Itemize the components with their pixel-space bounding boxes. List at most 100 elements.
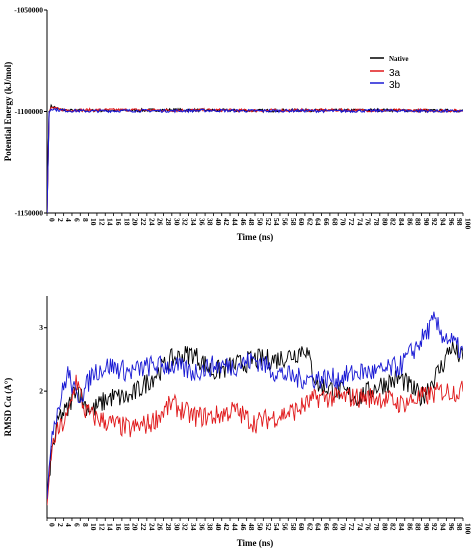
y-tick-label: 3 [39, 323, 43, 332]
x-tick-label: 38 [206, 523, 215, 531]
x-tick-label: 24 [147, 218, 156, 226]
y-tick-label: -1100000 [15, 107, 44, 116]
x-tick-label: 88 [414, 218, 423, 226]
x-tick-label: 60 [297, 523, 306, 531]
x-tick-label: 68 [330, 218, 339, 226]
x-tick-label: 82 [389, 523, 398, 531]
x-tick-label: 92 [430, 523, 439, 531]
x-tick-label: 8 [81, 523, 90, 527]
x-tick-label: 22 [139, 218, 148, 226]
x-tick-label: 10 [89, 523, 98, 531]
x-tick-label: 38 [206, 218, 215, 226]
x-tick-label: 84 [397, 218, 406, 226]
x-tick-label: 48 [247, 523, 256, 531]
series-line-3b [47, 311, 463, 499]
x-tick-label: 98 [455, 523, 464, 531]
x-tick-label: 12 [97, 218, 106, 226]
x-tick-label: 34 [189, 523, 198, 531]
x-tick-label: 78 [372, 218, 381, 226]
x-tick-label: 100 [464, 218, 473, 230]
x-tick-label: 12 [97, 523, 106, 531]
x-tick-label: 6 [72, 218, 81, 222]
x-tick-label: 8 [81, 218, 90, 222]
y-tick-label: 2 [39, 387, 43, 396]
legend-label-3a: 3a [389, 68, 401, 79]
x-tick-label: 4 [64, 218, 73, 222]
x-tick-label: 78 [372, 523, 381, 531]
series-line-3b [47, 107, 463, 214]
x-tick-label: 54 [272, 523, 281, 531]
series-line-native [47, 341, 463, 500]
y-axis-label: RMSD Cα (A°) [3, 378, 13, 437]
x-tick-label: 14 [106, 523, 115, 531]
x-tick-label: 56 [280, 218, 289, 226]
x-tick-label: 36 [197, 523, 206, 531]
x-tick-label: 76 [364, 218, 373, 226]
x-tick-label: 44 [231, 523, 240, 531]
x-tick-label: 30 [172, 218, 181, 226]
x-tick-label: 88 [414, 523, 423, 531]
x-tick-label: 52 [264, 523, 273, 531]
x-tick-label: 82 [389, 218, 398, 226]
x-tick-label: 40 [214, 523, 223, 531]
x-tick-label: 44 [231, 218, 240, 226]
x-tick-label: 20 [131, 523, 140, 531]
x-tick-label: 32 [181, 523, 190, 531]
x-tick-label: 66 [322, 523, 331, 531]
x-tick-label: 16 [114, 218, 123, 226]
x-tick-label: 80 [380, 523, 389, 531]
x-tick-label: 34 [189, 218, 198, 226]
x-tick-label: 30 [172, 523, 181, 531]
x-tick-label: 64 [314, 523, 323, 531]
x-tick-label: 10 [89, 218, 98, 226]
x-tick-label: 28 [164, 523, 173, 531]
x-tick-label: 86 [405, 523, 414, 531]
x-axis-label: Time (ns) [237, 232, 274, 242]
x-tick-label: 62 [305, 218, 314, 226]
series-line-native [47, 103, 463, 214]
y-axis-label: Potential Energy (kJ/mol) [3, 62, 13, 162]
x-tick-label: 42 [222, 523, 231, 531]
rmsd-chart: 230 2 4 6 8 10 12 14 16 18 20 22 24 26 28 30 32 34 36 38 40 4… [3, 296, 473, 548]
x-tick-label: 58 [289, 218, 298, 226]
x-tick-label: 18 [122, 523, 131, 531]
x-tick-label: 40 [214, 218, 223, 226]
x-tick-label: 16 [114, 523, 123, 531]
series-line-3a [47, 106, 463, 214]
x-tick-label: 98 [455, 218, 464, 226]
x-tick-label: 42 [222, 218, 231, 226]
x-tick-label: 6 [72, 523, 81, 527]
x-tick-label: 24 [147, 523, 156, 531]
x-tick-label: 50 [256, 218, 265, 226]
x-tick-label: 48 [247, 218, 256, 226]
x-tick-label: 62 [305, 523, 314, 531]
x-tick-label: 22 [139, 523, 148, 531]
x-tick-label: 94 [439, 523, 448, 531]
x-tick-label: 60 [297, 218, 306, 226]
x-tick-label: 52 [264, 218, 273, 226]
legend-label-native: Native [389, 55, 408, 63]
x-tick-label: 54 [272, 218, 281, 226]
x-tick-label: 0 [48, 523, 57, 527]
x-tick-label: 70 [339, 218, 348, 226]
y-tick-label: -1050000 [14, 6, 43, 15]
x-tick-label: 72 [347, 218, 356, 226]
x-tick-label: 36 [197, 218, 206, 226]
x-tick-label: 32 [181, 218, 190, 226]
x-tick-label: 80 [380, 218, 389, 226]
x-tick-label: 46 [239, 523, 248, 531]
x-tick-label: 2 [56, 523, 65, 527]
x-tick-label: 20 [131, 218, 140, 226]
x-tick-label: 14 [106, 218, 115, 226]
x-tick-label: 90 [422, 218, 431, 226]
x-tick-label: 94 [439, 218, 448, 226]
x-tick-label: 72 [347, 523, 356, 531]
x-tick-label: 76 [364, 523, 373, 531]
x-tick-label: 58 [289, 523, 298, 531]
x-tick-label: 96 [447, 218, 456, 226]
x-tick-label: 74 [355, 523, 364, 531]
x-tick-label: 74 [355, 218, 364, 226]
x-tick-label: 4 [64, 523, 73, 527]
